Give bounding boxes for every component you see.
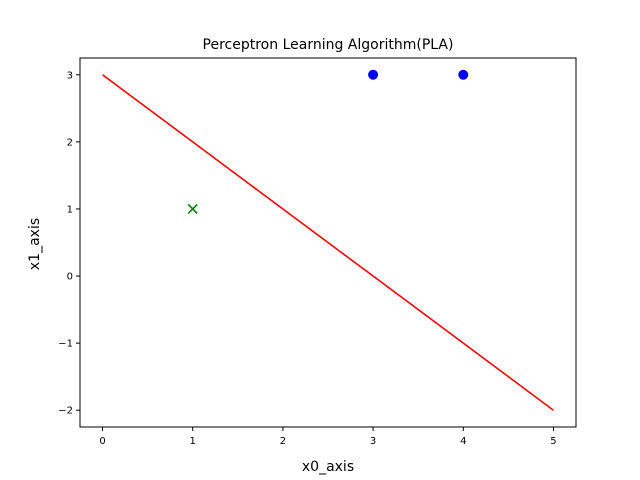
y-axis-label: x1_axis xyxy=(27,218,43,270)
x-tick-label: 3 xyxy=(370,436,376,447)
chart-title: Perceptron Learning Algorithm(PLA) xyxy=(203,37,454,53)
y-tick-label: 1 xyxy=(67,204,73,215)
decision-boundary-line xyxy=(102,74,554,411)
x-axis-label: x0_axis xyxy=(302,459,354,475)
y-tick-label: 0 xyxy=(67,272,73,283)
data-point-circle-1 xyxy=(458,69,469,80)
y-tick-label: 2 xyxy=(67,137,73,148)
x-tick-label: 1 xyxy=(190,436,196,447)
x-tick-label: 4 xyxy=(460,436,466,447)
x-tick-label: 2 xyxy=(280,436,286,447)
y-tick-label: 3 xyxy=(67,70,73,81)
y-tick-label: −2 xyxy=(58,406,73,417)
data-point-circle-0 xyxy=(368,69,379,80)
x-tick-label: 5 xyxy=(550,436,556,447)
y-axis-ticks: −2 −1 0 1 2 3 xyxy=(58,70,80,417)
data-point-x-stroke xyxy=(187,203,198,215)
data-point-x-0 xyxy=(187,203,198,215)
axes-frame xyxy=(79,57,577,428)
y-tick-label: −1 xyxy=(58,339,73,350)
plot-area xyxy=(102,69,554,411)
x-tick-label: 0 xyxy=(99,436,105,447)
x-axis-ticks: 0 1 2 3 4 5 xyxy=(99,427,557,447)
